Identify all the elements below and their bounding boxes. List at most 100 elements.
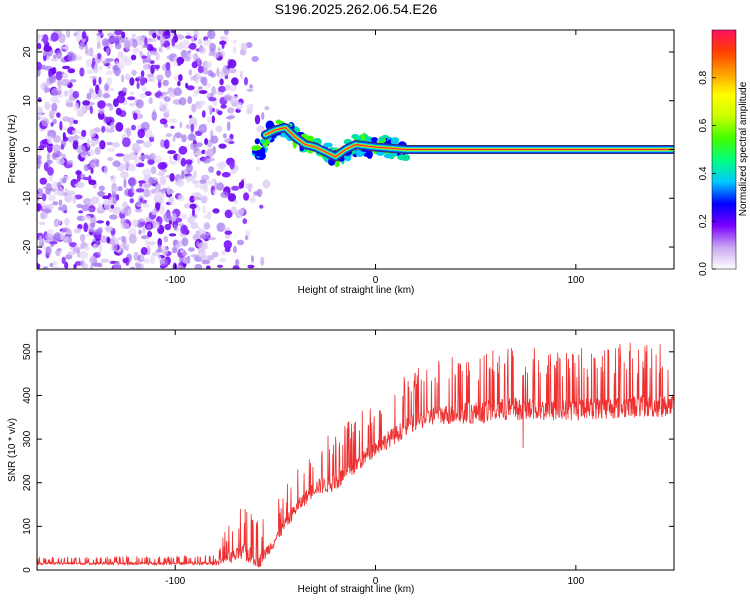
spectrogram-noise-blob <box>195 206 201 212</box>
spectrogram-noise-blob <box>37 106 43 116</box>
spectrogram-marks <box>37 30 674 269</box>
spectrogram-noise-blob <box>66 160 74 165</box>
spectrogram-noise-blob <box>202 68 209 75</box>
spectrogram-noise-blob <box>110 175 114 180</box>
spectrogram-noise-blob <box>178 97 187 106</box>
spectrogram-noise-blob <box>72 196 77 204</box>
spectrogram-noise-blob <box>143 258 151 264</box>
spectrogram-noise-blob <box>114 42 122 50</box>
spectrogram-noise-blob <box>227 107 235 114</box>
spectrogram-noise-blob <box>120 223 130 230</box>
spectrogram-noise-blob <box>93 65 99 74</box>
spectrogram-noise-blob <box>206 93 211 97</box>
spectrogram-noise-blob <box>216 182 224 191</box>
spectrogram-noise-blob <box>259 204 264 209</box>
snr-frame <box>36 329 675 571</box>
spectrogram-noise-blob <box>191 103 197 113</box>
spectrogram-noise-blob <box>136 201 141 208</box>
spectrogram-noise-blob <box>86 138 91 148</box>
spectrogram-noise-blob <box>200 174 210 181</box>
spectrogram-noise-blob <box>197 65 204 74</box>
spectrogram-noise-blob <box>131 69 137 76</box>
spectrogram-noise-blob <box>161 245 169 256</box>
spectrogram-noise-blob <box>192 207 195 217</box>
spectrogram-noise-blob <box>206 210 212 221</box>
spectrogram-noise-blob <box>82 263 88 269</box>
colorbar-bar <box>711 29 737 270</box>
spectrogram-noise-blob <box>37 61 43 71</box>
spectrogram-noise-blob <box>49 262 54 268</box>
spectrogram-noise-blob <box>111 243 118 252</box>
spectrogram-noise-blob <box>106 47 110 55</box>
spectrogram-noise-blob <box>129 103 135 107</box>
spectrogram-noise-blob <box>102 60 108 65</box>
spectrogram-noise-blob <box>229 141 235 144</box>
spectrogram-noise-blob <box>62 65 71 70</box>
spectrogram-noise-blob <box>185 178 192 183</box>
spectrogram-noise-blob <box>177 178 185 188</box>
spectrogram-noise-blob <box>89 255 97 265</box>
spectrogram-noise-blob <box>143 128 153 138</box>
spectrogram-noise-blob <box>63 218 71 224</box>
spectrogram-noise-blob <box>95 159 100 168</box>
spectrogram-noise-blob <box>161 91 169 95</box>
spectrogram-noise-blob <box>157 244 162 252</box>
colorbar: 0.0 0.2 0.4 0.6 0.8 Normalized spectral ampl… <box>698 29 749 276</box>
spectrogram-noise-blob <box>165 133 173 138</box>
spectrogram-noise-blob <box>235 258 240 267</box>
signal-blob <box>366 150 373 159</box>
spectrogram-noise-blob <box>201 76 208 87</box>
spectrogram-noise-blob <box>130 184 134 193</box>
spectrogram-noise-blob <box>198 124 207 134</box>
spectrogram-noise-blob <box>136 81 140 90</box>
spectrogram-noise-blob <box>57 79 62 89</box>
y-tick-label: -10 <box>22 191 33 206</box>
spectrogram-noise-blob <box>57 157 65 165</box>
signal-blob <box>360 134 366 141</box>
spectrogram-noise-blob <box>185 163 193 173</box>
spectrogram-noise-blob <box>254 114 261 125</box>
colorbar-tick-label: 0.4 <box>698 166 709 180</box>
spectrogram-noise-blob <box>42 34 49 44</box>
spectrogram-noise-blob <box>121 55 129 63</box>
spectrogram-noise-blob <box>178 240 183 248</box>
spectrogram-noise-blob <box>164 102 168 107</box>
spectrogram-noise-blob <box>215 125 223 133</box>
spectrogram-noise-blob <box>141 86 148 92</box>
spectrogram-noise-blob <box>168 196 174 205</box>
spectrogram-noise-blob <box>112 206 121 215</box>
spectrogram-noise-blob <box>37 249 42 255</box>
spectrogram-noise-blob <box>152 32 157 39</box>
spectrogram-noise-blob <box>134 208 143 213</box>
spectrogram-noise-blob <box>159 258 168 267</box>
y-tick-label: 100 <box>22 518 33 535</box>
spectrogram-noise-blob <box>218 85 226 93</box>
spectrogram-noise-blob <box>207 30 216 40</box>
spectrogram-noise-blob <box>135 263 143 269</box>
spectrogram-noise-blob <box>220 104 227 109</box>
spectrogram-noise-blob <box>251 55 259 62</box>
spectrogram-noise-blob <box>50 32 59 42</box>
spectrogram-noise-blob <box>137 128 145 139</box>
spectrogram-noise-blob <box>110 87 115 92</box>
spectrogram-noise-blob <box>162 108 171 114</box>
spectrogram-noise-blob <box>88 88 94 94</box>
spectrogram-noise-blob <box>189 203 197 209</box>
spectrogram-noise-blob <box>105 126 109 134</box>
spectrogram-noise-blob <box>217 264 223 268</box>
spectrogram-noise-blob <box>62 235 70 243</box>
spectrogram-noise-blob <box>161 169 168 173</box>
spectrogram-noise-blob <box>155 30 164 37</box>
spectrogram-noise-blob <box>67 68 76 74</box>
spectrogram-noise-blob <box>203 39 213 46</box>
snr-series-line <box>37 342 674 568</box>
spectrogram-noise-blob <box>228 59 237 69</box>
signal-blob <box>259 138 266 144</box>
spectrogram-noise-blob <box>43 208 52 214</box>
spectrogram-noise-blob <box>144 154 150 159</box>
spectrogram-noise-blob <box>221 40 225 50</box>
spectrogram-noise-blob <box>50 58 58 62</box>
spectrogram-noise-blob <box>243 192 250 201</box>
spectrogram-noise-blob <box>207 237 216 241</box>
spectrogram-noise-blob <box>132 112 138 121</box>
